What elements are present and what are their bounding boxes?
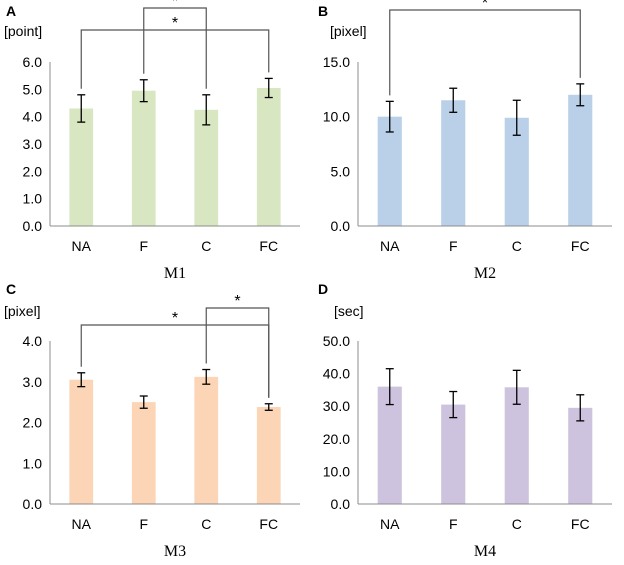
significance-bracket: * (205, 293, 270, 398)
x-category-label: F (139, 516, 148, 532)
significance-bracket: * (389, 0, 581, 96)
bar (504, 387, 529, 504)
bar (568, 94, 593, 226)
bar (441, 100, 466, 226)
error-bar (202, 368, 211, 385)
x-category-label: F (449, 238, 458, 254)
bar (441, 404, 466, 504)
x-category-label: FC (571, 516, 590, 532)
y-tick-label: 50.0 (323, 333, 350, 349)
y-tick-label: 1.0 (23, 191, 43, 207)
x-category-label: NA (72, 516, 92, 532)
x-category-label: C (201, 238, 211, 254)
error-bar (385, 100, 394, 133)
x-category-label: F (139, 238, 148, 254)
error-bar (385, 368, 394, 406)
y-tick-label: 0.0 (23, 218, 43, 234)
y-axis-unit-label: [sec] (334, 303, 364, 319)
y-tick-label: 40.0 (323, 366, 350, 382)
panel-letter: B (318, 3, 328, 19)
y-tick-label: 30.0 (323, 398, 350, 414)
y-tick-label: 4.0 (23, 333, 43, 349)
bar (69, 379, 94, 504)
y-tick-label: 4.0 (23, 109, 43, 125)
y-tick-label: 15.0 (323, 54, 350, 70)
panel-letter: D (318, 281, 328, 297)
y-tick-label: 10.0 (323, 463, 350, 479)
significance-bracket: * (143, 0, 207, 89)
panel-letter: C (6, 281, 16, 297)
error-bar (202, 94, 211, 126)
bar (131, 402, 156, 504)
y-tick-label: 3.0 (23, 374, 43, 390)
y-tick-label: 2.0 (23, 163, 43, 179)
significance-star: * (482, 0, 488, 12)
x-category-label: FC (571, 238, 590, 254)
bar (69, 108, 94, 226)
significance-star: * (172, 15, 178, 32)
bar (194, 376, 219, 504)
bar (194, 109, 219, 226)
bar (256, 407, 281, 504)
significance-star: * (172, 310, 178, 327)
y-tick-label: 1.0 (23, 455, 43, 471)
y-tick-label: 10.0 (323, 109, 350, 125)
y-tick-label: 0.0 (331, 496, 351, 512)
x-category-label: NA (380, 516, 400, 532)
x-category-label: FC (259, 238, 278, 254)
x-category-label: F (449, 516, 458, 532)
x-category-label: C (512, 516, 522, 532)
error-bar (512, 369, 521, 405)
x-category-label: C (512, 238, 522, 254)
x-category-label: C (201, 516, 211, 532)
y-tick-label: 0.0 (23, 496, 43, 512)
x-category-label: NA (380, 238, 400, 254)
error-bar (576, 83, 585, 107)
significance-bracket: * (80, 310, 270, 398)
y-axis-unit-label: [pixel] (4, 303, 41, 319)
x-category-label: FC (259, 516, 278, 532)
error-bar (264, 403, 273, 411)
error-bar (77, 94, 86, 123)
error-bar (139, 79, 148, 103)
y-tick-label: 5.0 (23, 81, 43, 97)
chart-title: M2 (474, 265, 496, 282)
bar (256, 87, 281, 226)
error-bar (576, 394, 585, 422)
y-axis-unit-label: [pixel] (330, 23, 367, 39)
error-bar (77, 372, 86, 388)
error-bar (139, 395, 148, 409)
bar (377, 386, 402, 504)
x-category-label: NA (72, 238, 92, 254)
error-bar (264, 77, 273, 99)
chart-title: M4 (474, 543, 496, 560)
chart-title: M3 (164, 543, 186, 560)
y-tick-label: 20.0 (323, 431, 350, 447)
y-tick-label: 0.0 (331, 218, 351, 234)
significance-star: * (234, 293, 240, 310)
significance-star: * (172, 0, 178, 10)
bar (131, 90, 156, 226)
y-tick-label: 6.0 (23, 54, 43, 70)
significance-bracket: * (80, 15, 270, 89)
y-tick-label: 2.0 (23, 415, 43, 431)
panel-letter: A (6, 3, 16, 19)
y-axis-unit-label: [point] (4, 23, 42, 39)
y-tick-label: 3.0 (23, 136, 43, 152)
y-tick-label: 5.0 (331, 163, 351, 179)
error-bar (449, 87, 458, 113)
bar (568, 407, 593, 504)
chart-title: M1 (164, 265, 186, 282)
error-bar (449, 390, 458, 419)
bar (377, 116, 402, 226)
error-bar (512, 99, 521, 136)
